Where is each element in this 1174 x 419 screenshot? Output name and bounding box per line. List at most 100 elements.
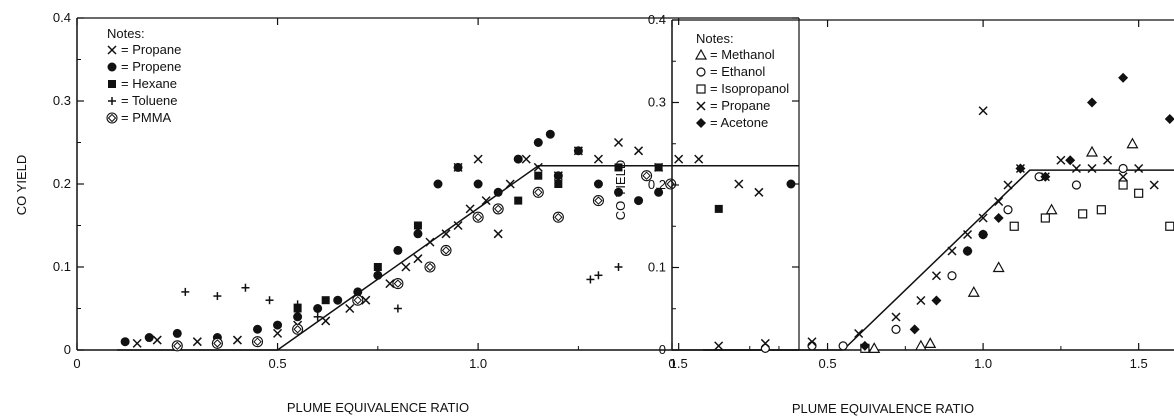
- x-tick-label: 0: [73, 356, 80, 371]
- data-point: [545, 129, 555, 139]
- data-point: [1085, 145, 1099, 157]
- chart-panel-2: 0 0.1 0.2 0.3 0.4 0 0.5 1.0 1.5 PLUME EQUIVALENCE…: [613, 12, 1174, 416]
- data-point: [293, 304, 302, 313]
- data-point: [978, 106, 988, 116]
- data-point: [413, 221, 422, 230]
- data-point: [473, 179, 483, 189]
- data-point: [1103, 155, 1113, 165]
- legend-title: Notes:: [107, 26, 145, 41]
- data-point: [392, 278, 404, 290]
- data-point: [472, 211, 484, 223]
- data-point: [1118, 172, 1128, 182]
- data-point: [854, 328, 864, 339]
- data-point: [947, 271, 957, 281]
- data-point: [441, 229, 451, 239]
- data-point: [534, 188, 543, 197]
- data-point: [473, 212, 483, 222]
- data-point: [665, 178, 677, 190]
- data-point: [293, 312, 303, 322]
- data-point: [425, 262, 435, 272]
- data-point: [273, 328, 283, 338]
- data-point: [553, 171, 563, 181]
- data-point: [514, 196, 523, 205]
- data-point: [513, 154, 523, 164]
- series-5: [859, 72, 1174, 351]
- data-point: [666, 179, 675, 189]
- data-point: [425, 237, 435, 247]
- data-point: [1164, 114, 1174, 124]
- data-point: [333, 295, 343, 305]
- data-point: [492, 203, 504, 215]
- data-point: [1096, 205, 1106, 215]
- y-tick-label: 0.3: [53, 93, 71, 108]
- data-point: [993, 213, 1004, 223]
- legend-entry: = Isopropanol: [710, 81, 789, 96]
- data-point: [1003, 180, 1013, 190]
- data-point: [1015, 163, 1026, 174]
- data-point: [734, 179, 744, 189]
- legend-entry: = Propene: [121, 59, 181, 74]
- chart-panel-1: 0 0.1 0.2 0.3 0.4 0 0.5 1.0 1.5 PLUME EQUIVALENCE…: [14, 10, 800, 415]
- y-tick-label: 0: [659, 342, 666, 357]
- data-point: [1134, 163, 1144, 174]
- data-point: [1078, 209, 1088, 219]
- data-point: [1003, 205, 1013, 215]
- y-tick-label: 0.4: [648, 12, 666, 27]
- data-point: [533, 162, 543, 172]
- data-point: [505, 179, 515, 189]
- data-point: [144, 333, 154, 343]
- data-point: [211, 337, 223, 349]
- data-point: [321, 316, 331, 326]
- series-1: [868, 137, 1139, 353]
- x-tick-label: 1.0: [974, 356, 992, 371]
- data-point: [353, 295, 362, 305]
- data-point: [593, 154, 603, 164]
- data-point: [554, 180, 563, 188]
- data-point: [192, 337, 202, 347]
- data-point: [440, 244, 452, 256]
- legend-entry: = Ethanol: [710, 64, 765, 79]
- fit-line: [117, 164, 799, 351]
- data-point: [962, 246, 973, 256]
- data-point: [1040, 213, 1050, 223]
- data-point: [441, 246, 451, 255]
- series-1: [132, 137, 764, 348]
- data-point: [868, 342, 881, 353]
- data-point: [534, 171, 543, 180]
- data-point: [1165, 221, 1174, 231]
- data-point: [642, 171, 651, 180]
- legend-entry: = Acetone: [710, 115, 768, 130]
- y-axis-label: CO YIELD: [14, 155, 29, 215]
- data-point: [413, 254, 423, 264]
- data-point: [963, 229, 973, 240]
- data-point: [313, 304, 323, 313]
- data-point: [1149, 180, 1159, 190]
- data-point: [931, 295, 942, 306]
- y-tick-label: 0.3: [648, 95, 666, 110]
- y-tick-label: 0: [64, 342, 71, 357]
- data-point: [1056, 155, 1066, 165]
- data-point: [413, 229, 423, 239]
- legend: Notes:= Propane = Propene = Hexane = Toluen…: [106, 26, 181, 125]
- data-point: [754, 187, 764, 197]
- data-point: [1118, 163, 1128, 174]
- data-point: [493, 187, 503, 197]
- data-point: [352, 294, 364, 306]
- series-4: [714, 106, 1159, 351]
- data-point: [859, 340, 870, 351]
- data-point: [838, 341, 848, 351]
- data-point: [361, 295, 371, 305]
- data-point: [132, 338, 142, 348]
- data-point: [424, 261, 436, 273]
- legend-marker: [107, 62, 117, 72]
- data-point: [614, 163, 623, 172]
- legend-entry: = Hexane: [121, 76, 177, 91]
- legend-entry: = Propane: [121, 42, 181, 57]
- legend-entry: = Toluene: [121, 93, 178, 108]
- data-point: [493, 204, 503, 214]
- data-point: [694, 154, 704, 164]
- data-point: [978, 229, 989, 240]
- y-tick-label: 0.2: [648, 177, 666, 192]
- series-5: [171, 170, 677, 352]
